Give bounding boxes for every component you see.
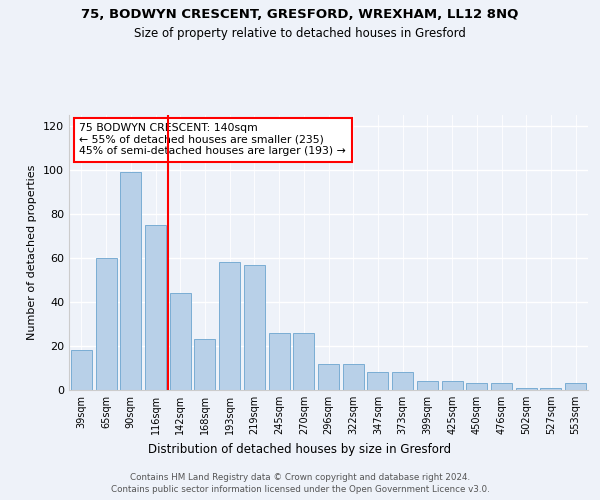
Text: Contains HM Land Registry data © Crown copyright and database right 2024.: Contains HM Land Registry data © Crown c… bbox=[130, 472, 470, 482]
Bar bbox=[269, 333, 290, 390]
Bar bbox=[565, 384, 586, 390]
Bar bbox=[442, 381, 463, 390]
Bar bbox=[170, 293, 191, 390]
Bar bbox=[392, 372, 413, 390]
Text: Size of property relative to detached houses in Gresford: Size of property relative to detached ho… bbox=[134, 28, 466, 40]
Bar bbox=[516, 388, 537, 390]
Bar bbox=[120, 172, 141, 390]
Bar bbox=[491, 384, 512, 390]
Text: 75 BODWYN CRESCENT: 140sqm
← 55% of detached houses are smaller (235)
45% of sem: 75 BODWYN CRESCENT: 140sqm ← 55% of deta… bbox=[79, 123, 346, 156]
Y-axis label: Number of detached properties: Number of detached properties bbox=[28, 165, 37, 340]
Bar bbox=[244, 264, 265, 390]
Bar bbox=[194, 340, 215, 390]
Bar bbox=[417, 381, 438, 390]
Bar bbox=[145, 225, 166, 390]
Bar bbox=[293, 333, 314, 390]
Text: Distribution of detached houses by size in Gresford: Distribution of detached houses by size … bbox=[148, 442, 452, 456]
Bar bbox=[95, 258, 116, 390]
Text: 75, BODWYN CRESCENT, GRESFORD, WREXHAM, LL12 8NQ: 75, BODWYN CRESCENT, GRESFORD, WREXHAM, … bbox=[82, 8, 518, 20]
Bar bbox=[343, 364, 364, 390]
Bar bbox=[466, 384, 487, 390]
Bar bbox=[71, 350, 92, 390]
Bar bbox=[219, 262, 240, 390]
Bar bbox=[541, 388, 562, 390]
Bar bbox=[318, 364, 339, 390]
Bar bbox=[367, 372, 388, 390]
Text: Contains public sector information licensed under the Open Government Licence v3: Contains public sector information licen… bbox=[110, 485, 490, 494]
